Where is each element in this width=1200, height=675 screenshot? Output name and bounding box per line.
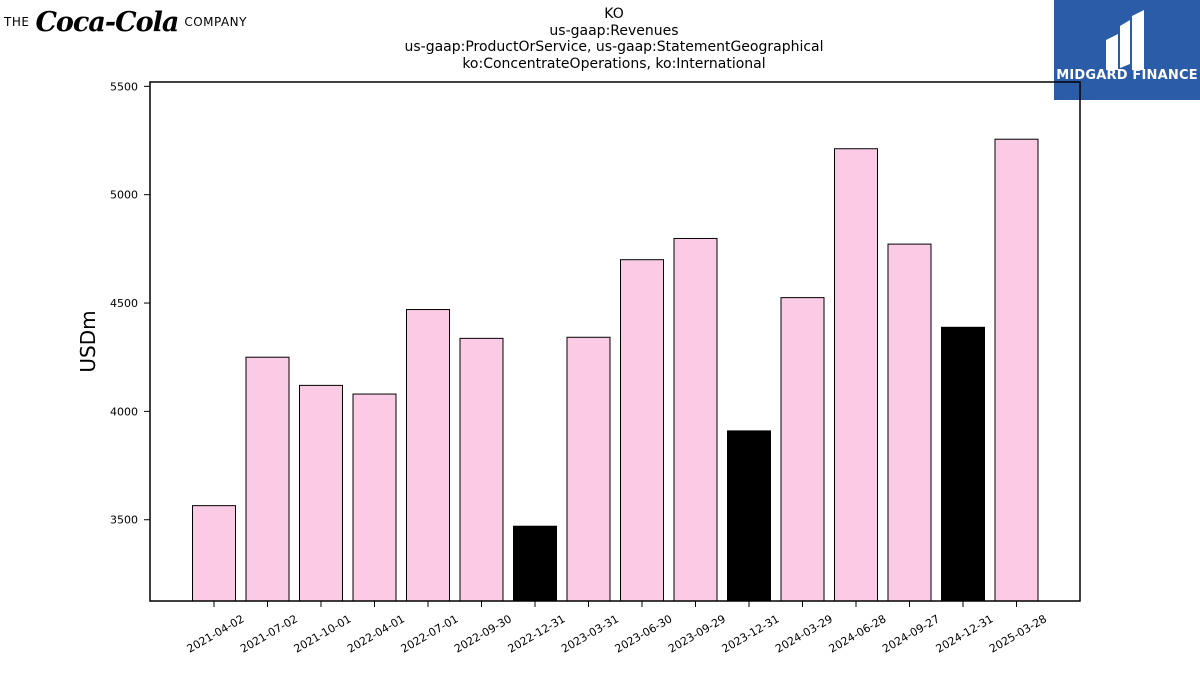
x-tick-label: 2022-04-01 [345, 612, 407, 655]
y-tick-label: 5000 [110, 189, 138, 202]
brand-wordmark: Coca-Cola [35, 6, 179, 38]
x-tick-label: 2023-03-31 [559, 612, 621, 655]
x-tick-label: 2023-12-31 [720, 612, 782, 655]
y-tick-label: 4000 [110, 405, 138, 418]
chart-title-line: us-gaap:ProductOrService, us-gaap:Statem… [404, 39, 824, 55]
plot-frame [149, 81, 1081, 602]
bar [994, 138, 1039, 602]
y-tick-label: 5500 [110, 80, 138, 93]
x-tick-label: 2021-04-02 [185, 612, 247, 655]
bar [620, 259, 664, 602]
y-axis: 3500 4000 4500 5000 5500 [110, 80, 150, 527]
bar [192, 505, 236, 602]
x-tick-label: 2021-10-01 [292, 612, 354, 655]
bar [887, 243, 932, 602]
x-tick-label: 2023-06-30 [613, 612, 675, 655]
x-tick-label: 2022-09-30 [452, 612, 514, 655]
x-tick-label: 2024-12-31 [934, 612, 996, 655]
bar [834, 148, 878, 602]
bar [727, 430, 771, 602]
logo-text: MIDGARD FINANCE [1056, 68, 1198, 83]
bar [352, 393, 397, 602]
x-tick-label: 2021-07-02 [238, 612, 300, 655]
midgard-finance-logo: MIDGARD FINANCE [1054, 0, 1200, 100]
bar [299, 384, 343, 602]
x-tick-label: 2024-06-28 [827, 612, 889, 655]
brand-suffix: COMPANY [184, 15, 247, 29]
bar [566, 336, 611, 602]
bar [513, 525, 557, 602]
x-axis: 2021-04-022021-07-022021-10-012022-04-01… [185, 601, 1049, 656]
bar [941, 326, 985, 602]
x-tick-label: 2025-03-28 [987, 612, 1049, 655]
chart-title-line: ko:ConcentrateOperations, ko:Internation… [462, 55, 766, 72]
x-tick-label: 2022-07-01 [399, 612, 461, 655]
midgard-logo-icon [1106, 10, 1144, 70]
brand-prefix: THE [4, 15, 30, 29]
x-tick-label: 2024-09-27 [880, 612, 942, 655]
bar [245, 356, 290, 602]
y-tick-label: 3500 [110, 514, 138, 527]
chart-title-line: us-gaap:Revenues [549, 22, 679, 39]
bar [780, 297, 825, 602]
bar [459, 337, 504, 602]
bar [406, 309, 450, 602]
coca-cola-company-logo: THE Coca-Cola COMPANY [4, 2, 247, 42]
x-tick-label: 2022-12-31 [506, 612, 568, 655]
chart-title: KO us-gaap:Revenues us-gaap:ProductOrSer… [314, 6, 914, 72]
y-axis-label: USDm [76, 310, 100, 372]
bar [673, 237, 718, 602]
x-tick-label: 2023-09-29 [666, 612, 728, 655]
y-tick-label: 4500 [110, 297, 138, 310]
x-tick-label: 2024-03-29 [773, 612, 835, 655]
bars-group [192, 138, 1039, 602]
chart-title-line: KO [604, 6, 624, 22]
